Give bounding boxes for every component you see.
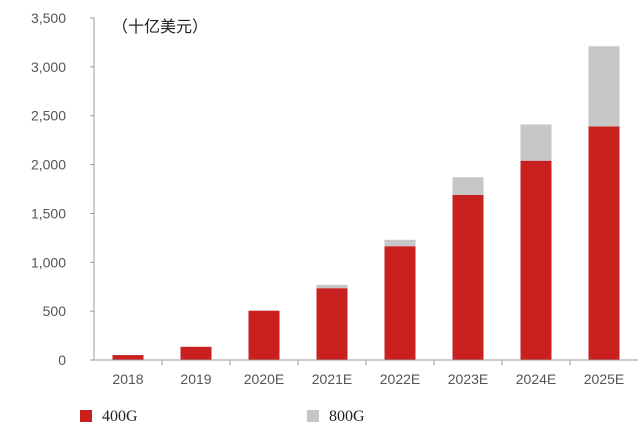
bar-800g-2024e (520, 124, 552, 161)
legend: 400G 800G (80, 408, 365, 425)
x-tick-label: 2021E (312, 371, 352, 387)
bar-400g-2023e (452, 194, 484, 360)
bar-800g-2022e (384, 239, 416, 247)
x-tick-label: 2025E (584, 371, 624, 387)
legend-swatch-800g (307, 410, 319, 422)
x-tick-label: 2022E (380, 371, 420, 387)
bar-800g-2023e (452, 177, 484, 195)
x-tick-label: 2023E (448, 371, 488, 387)
bar-400g-2021e (316, 288, 348, 360)
y-axis: 0 500 1,000 1,500 2,000 2,500 3,000 3,500 (31, 10, 95, 368)
x-tick-label: 2019 (180, 371, 211, 387)
legend-swatch-400g (80, 410, 92, 422)
y-tick-label: 500 (43, 303, 67, 319)
y-tick-label: 1,500 (31, 205, 66, 221)
x-tick-label: 2024E (516, 371, 556, 387)
y-tick-label: 1,000 (31, 254, 66, 270)
y-tick-label: 0 (58, 352, 66, 368)
x-tick-label: 2020E (244, 371, 284, 387)
unit-label: （十亿美元） (112, 18, 208, 36)
y-tick-label: 3,500 (31, 10, 66, 26)
legend-label-800g: 800G (329, 408, 365, 425)
legend-label-400g: 400G (102, 408, 138, 425)
x-tick-label: 2018 (112, 371, 143, 387)
y-tick-label: 2,000 (31, 157, 66, 173)
bar-800g-2025e (588, 46, 620, 127)
bar-400g-2018 (112, 355, 144, 360)
x-axis: 2018 2019 2020E 2021E 2022E 2023E 2024E 2025E (94, 359, 638, 387)
bar-400g-2025e (588, 126, 620, 360)
bar-400g-2020e (248, 310, 280, 360)
y-tick-label: 2,500 (31, 108, 66, 124)
bar-400g-2022e (384, 246, 416, 360)
y-tick-label: 3,000 (31, 59, 66, 75)
bar-400g-2019 (180, 346, 212, 360)
bar-400g-2024e (520, 160, 552, 360)
bar-800g-2021e (316, 284, 348, 289)
bars (112, 46, 620, 360)
